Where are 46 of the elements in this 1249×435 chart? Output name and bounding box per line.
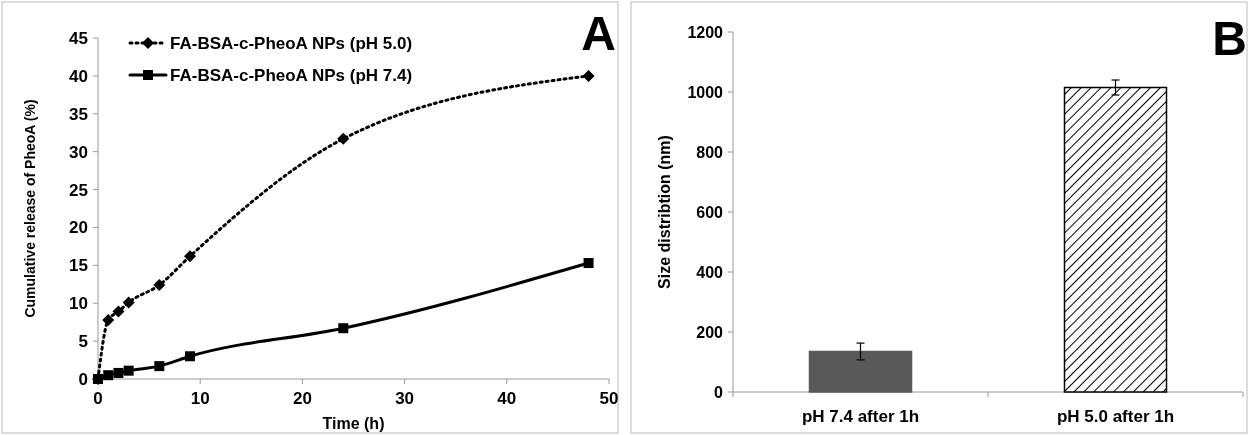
point [582, 69, 595, 82]
x-axis-title: Time (h) [322, 415, 385, 432]
point [184, 351, 195, 362]
chart-title: B [1212, 12, 1247, 65]
y-tick-label: 400 [696, 263, 724, 281]
point [123, 365, 134, 376]
chart-title: A [581, 7, 616, 60]
y-tick-label: 15 [69, 256, 88, 276]
x-tick-label: 10 [190, 389, 210, 408]
legend-label: FA-BSA-c-PheoA NPs (pH 7.4) [170, 65, 413, 85]
y-tick-label: 200 [696, 323, 724, 341]
y-tick-label: 0 [78, 369, 88, 389]
y-axis-title: Size distribtion (nm) [656, 135, 673, 289]
x-tick-label: 50 [599, 389, 619, 408]
point [583, 258, 594, 269]
y-tick-label: 10 [69, 294, 88, 314]
point [122, 296, 135, 309]
y-tick-label: 45 [69, 28, 88, 48]
y-axis-title: Cumulative release of PheoA (%) [22, 99, 38, 318]
x-tick-label: pH 7.4 after 1h [801, 407, 920, 426]
y-tick-label: 35 [69, 104, 88, 124]
x-tick-label: pH 5.0 after 1h [1056, 407, 1175, 426]
y-tick-label: 600 [696, 203, 724, 221]
x-tick-label: 20 [292, 389, 312, 408]
y-tick-label: 800 [696, 143, 724, 161]
point [154, 361, 165, 372]
y-tick-label: 1000 [687, 83, 724, 101]
y-tick-label: 30 [69, 142, 88, 162]
y-tick-label: 25 [69, 180, 88, 200]
point [93, 374, 103, 384]
legend-label: FA-BSA-c-PheoA NPs (pH 5.0) [170, 33, 413, 53]
x-tick-label: 30 [395, 389, 415, 408]
point [103, 370, 114, 381]
y-tick-label: 1200 [687, 23, 724, 41]
point [112, 305, 125, 318]
x-tick-label: 0 [93, 389, 103, 408]
point [153, 279, 166, 292]
point [337, 132, 350, 145]
point [338, 323, 349, 334]
point [113, 367, 124, 378]
point [102, 313, 115, 326]
y-tick-label: 40 [69, 66, 88, 86]
y-tick-label: 20 [69, 218, 88, 238]
y-tick-label: 5 [78, 332, 88, 352]
x-tick-label: 40 [497, 389, 517, 408]
point [183, 250, 196, 263]
